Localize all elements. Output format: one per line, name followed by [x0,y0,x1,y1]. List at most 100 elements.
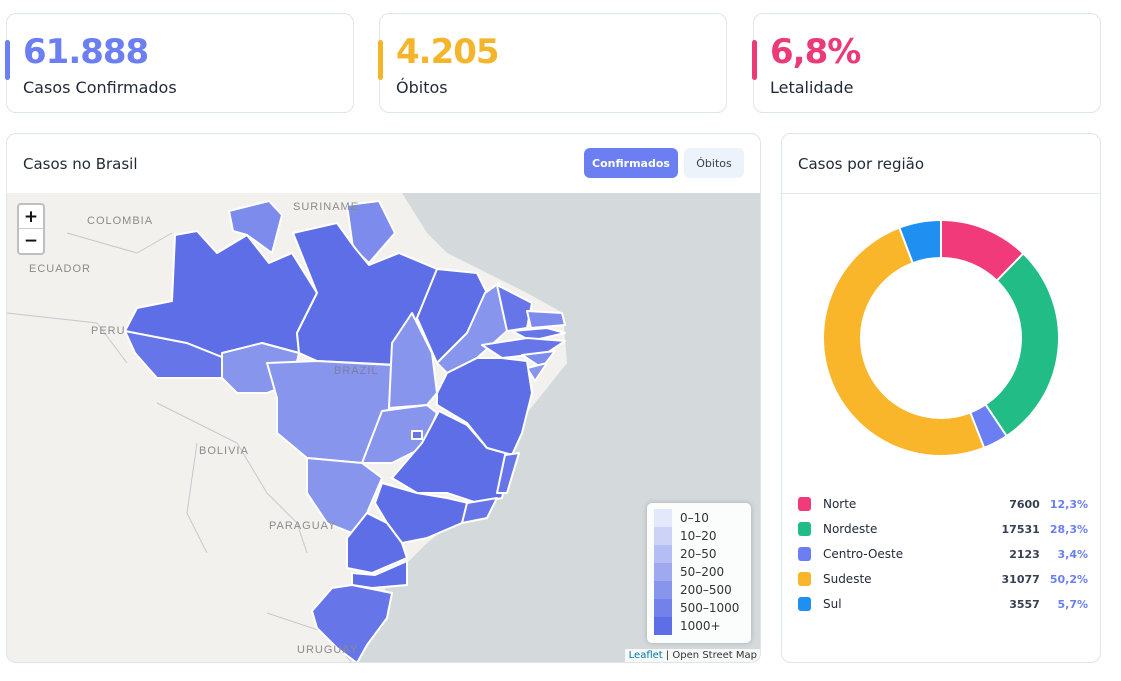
legend-swatch [654,581,672,599]
label-bolivia: BOLIVIA [199,445,249,457]
legend-swatch [654,563,672,581]
kpi-lethality-value: 6,8% [770,32,861,72]
donut-separator [984,403,1008,437]
legend-row: 200–500 [654,581,751,599]
zoom-in-button[interactable]: + [19,205,43,229]
region-count: 2123 [1009,547,1040,561]
kpi-cases-card: 61.888 Casos Confirmados [5,13,354,113]
kpi-deaths-label: Óbitos [396,78,448,97]
map-svg: COLOMBIA SURINAME ECUADOR PERU BRAZIL BO… [7,193,567,662]
legend-label: 1000+ [680,619,721,633]
kpi-deaths-card: 4.205 Óbitos [378,13,727,113]
legend-swatch [654,509,672,527]
legend-swatch [654,617,672,635]
label-suriname: SURINAME [293,201,359,213]
donut-slice-sul[interactable] [899,221,942,263]
legend-row: 0–10 [654,509,751,527]
brazil-map[interactable]: COLOMBIA SURINAME ECUADOR PERU BRAZIL BO… [7,193,760,662]
region-name: Sul [822,597,842,611]
zoom-control: + − [17,203,45,255]
region-swatch [798,497,811,511]
legend-row: 500–1000 [654,599,751,617]
legend-label: 0–10 [680,511,709,525]
legend-row: 20–50 [654,545,751,563]
map-legend: 0–10 10–20 20–50 50–200 200–500 500–1000 1000+ [647,503,751,643]
state-rj [461,497,498,524]
legend-swatch [654,545,672,563]
region-swatch [798,522,811,536]
region-donut-chart [824,220,1058,455]
legend-label: 500–1000 [680,601,740,615]
legend-row: 50–200 [654,563,751,581]
label-paraguay: PARAGUAY [269,520,337,532]
label-peru: PERU [91,325,126,337]
region-card: Casos por região Norte 7600 12,3% Nordeste 1… [781,133,1101,663]
state-mg [391,410,513,504]
region-name: Norte [822,497,857,511]
donut-slice-norte[interactable] [940,221,1023,281]
region-percent: 3,4% [1057,547,1088,561]
donut-slice-nordeste[interactable] [985,254,1058,436]
state-df [411,430,423,440]
region-swatch [798,597,811,611]
label-colombia: COLOMBIA [87,215,153,227]
legend-swatch [654,527,672,545]
state-ap [346,200,396,264]
tab-confirmados[interactable]: Confirmados [584,148,678,178]
legend-label: 200–500 [680,583,732,597]
donut-separator [898,227,914,264]
label-uruguay: URUGUAY [297,644,358,656]
kpi-lethality-card: 6,8% Letalidade [752,13,1101,113]
kpi-lethality-accent [752,40,757,80]
state-pr [346,512,408,574]
kpi-cases-accent [5,40,10,80]
osm-attribution: | Open Street Map [662,650,757,661]
region-name: Sudeste [822,572,872,586]
legend-label: 50–200 [680,565,725,579]
state-al [521,350,556,369]
kpi-lethality-label: Letalidade [770,78,854,97]
kpi-deaths-value: 4.205 [396,32,500,72]
region-percent: 12,3% [1049,497,1088,511]
region-percent: 5,7% [1057,597,1088,611]
donut-separator [969,412,986,449]
legend-label: 20–50 [680,547,717,561]
region-row-centro-oeste: Centro-Oeste 2123 3,4% [798,544,1088,564]
legend-label: 10–20 [680,529,717,543]
region-row-norte: Norte 7600 12,3% [798,494,1088,514]
map-card: Casos no Brasil Confirmados Óbitos [6,133,761,663]
tab-obitos[interactable]: Óbitos [684,148,744,178]
state-rs [311,584,393,662]
donut-slice-centro-oeste[interactable] [970,405,1007,447]
region-name: Nordeste [822,522,878,536]
region-card-divider [782,193,1100,194]
region-percent: 28,3% [1049,522,1088,536]
donut-separator [996,252,1024,282]
region-count: 31077 [1001,572,1040,586]
state-ce [496,284,533,332]
legend-row: 1000+ [654,617,751,635]
region-count: 17531 [1001,522,1040,536]
region-swatch [798,572,811,586]
state-rr [228,200,283,254]
kpi-cases-value: 61.888 [23,32,149,72]
label-ecuador: ECUADOR [29,263,91,275]
region-row-sul: Sul 3557 5,7% [798,594,1088,614]
state-ba [436,357,533,456]
region-row-nordeste: Nordeste 17531 28,3% [798,519,1088,539]
state-rn [526,310,566,329]
region-name: Centro-Oeste [822,547,904,561]
region-count: 7600 [1009,497,1040,511]
zoom-out-button[interactable]: − [23,231,39,251]
map-attribution: Leaflet | Open Street Map [624,649,760,662]
legend-row: 10–20 [654,527,751,545]
leaflet-link[interactable]: Leaflet [628,650,663,661]
label-brazil: BRAZIL [334,365,379,377]
state-se [526,362,548,382]
border-lines [7,232,352,662]
region-card-title: Casos por região [798,155,924,173]
state-es [496,452,520,494]
region-row-sudeste: Sudeste 31077 50,2% [798,569,1088,589]
region-percent: 50,2% [1049,572,1088,586]
donut-slice-sudeste[interactable] [824,228,984,455]
